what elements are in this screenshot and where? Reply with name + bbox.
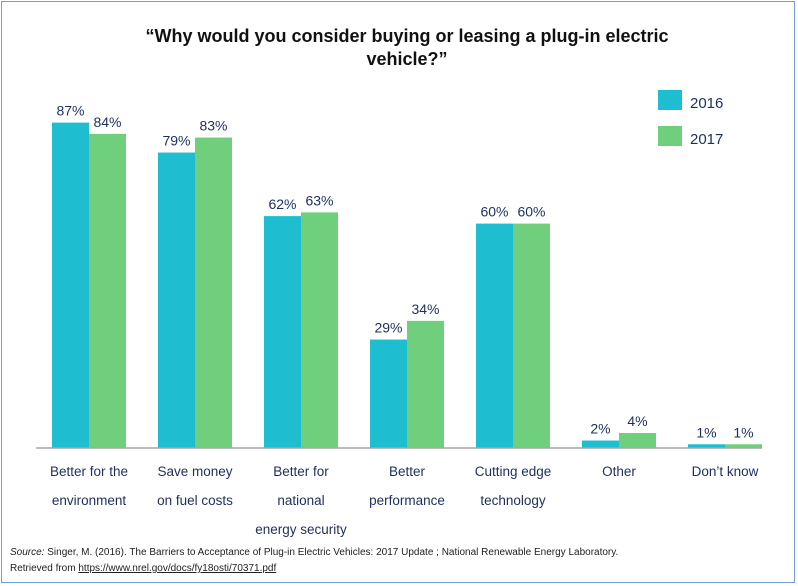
- category-label: Better for: [273, 464, 329, 479]
- category-label: Cutting edge: [475, 464, 552, 479]
- source-link[interactable]: https://www.nrel.gov/docs/fy18osti/70371…: [78, 563, 277, 574]
- chart-title: “Why would you consider buying or leasin…: [145, 26, 668, 69]
- bar-2016-0: [52, 122, 89, 449]
- legend: 2016 2017: [658, 90, 723, 148]
- bar-2017-4: [513, 223, 550, 448]
- data-label-2017-2: 63%: [305, 192, 333, 208]
- data-label-2016-1: 79%: [162, 133, 190, 149]
- bar-2017-5: [619, 433, 656, 448]
- category-label: Save money: [157, 464, 232, 479]
- source-line-1: Source: Singer, M. (2016). The Barriers …: [10, 545, 790, 561]
- category-label: technology: [480, 493, 546, 508]
- data-label-2017-1: 83%: [199, 118, 227, 134]
- chart-title-line: vehicle?”: [366, 49, 447, 69]
- category-label: energy security: [255, 522, 347, 537]
- source-label: Source:: [10, 547, 45, 558]
- category-labels: Better for the environment Save money on fu…: [50, 464, 759, 537]
- bar-2017-6: [725, 444, 762, 448]
- legend-label-2016: 2016: [690, 95, 723, 112]
- bar-2016-2: [264, 216, 301, 448]
- category-label: Better: [389, 464, 426, 479]
- data-label-2017-0: 84%: [93, 114, 121, 130]
- data-label-2017-5: 4%: [627, 413, 647, 429]
- category-label: Don’t know: [692, 464, 759, 479]
- category-label: on fuel costs: [157, 493, 233, 508]
- bar-2016-1: [158, 152, 195, 449]
- category-label: environment: [52, 493, 127, 508]
- data-label-2016-2: 62%: [268, 196, 296, 212]
- legend-swatch-2016: [658, 90, 682, 110]
- data-label-2016-4: 60%: [480, 204, 508, 220]
- data-label-2016-0: 87%: [56, 103, 84, 119]
- bars: [52, 122, 762, 449]
- source-note: Source: Singer, M. (2016). The Barriers …: [10, 545, 790, 577]
- data-label-2017-4: 60%: [517, 204, 545, 220]
- bar-2017-0: [89, 133, 126, 448]
- bar-2016-4: [476, 223, 513, 448]
- data-labels: 87% 84% 79% 83% 62% 63% 29% 34% 60% 60% 2% 4% 1% 1%: [56, 103, 753, 441]
- data-label-2016-6: 1%: [696, 424, 716, 440]
- data-label-2017-6: 1%: [733, 424, 753, 440]
- source-retrieved: Retrieved from: [10, 563, 79, 574]
- category-label: Other: [602, 464, 636, 479]
- bar-2016-5: [582, 440, 619, 448]
- chart-title-line: “Why would you consider buying or leasin…: [145, 26, 668, 46]
- bar-2017-1: [195, 137, 232, 448]
- category-label: performance: [369, 493, 445, 508]
- bar-2017-2: [301, 212, 338, 448]
- bar-2016-6: [688, 444, 725, 448]
- data-label-2017-3: 34%: [411, 301, 439, 317]
- source-text: Singer, M. (2016). The Barriers to Accep…: [44, 547, 619, 558]
- bar-2017-3: [407, 320, 444, 448]
- bar-2016-3: [370, 339, 407, 448]
- bar-chart: “Why would you consider buying or leasin…: [36, 26, 762, 537]
- data-label-2016-3: 29%: [374, 320, 402, 336]
- category-label: Better for the: [50, 464, 128, 479]
- source-line-2: Retrieved from https://www.nrel.gov/docs…: [10, 561, 790, 577]
- data-label-2016-5: 2%: [590, 421, 610, 437]
- legend-swatch-2017: [658, 126, 682, 146]
- category-label: national: [277, 493, 324, 508]
- legend-label-2017: 2017: [690, 131, 723, 148]
